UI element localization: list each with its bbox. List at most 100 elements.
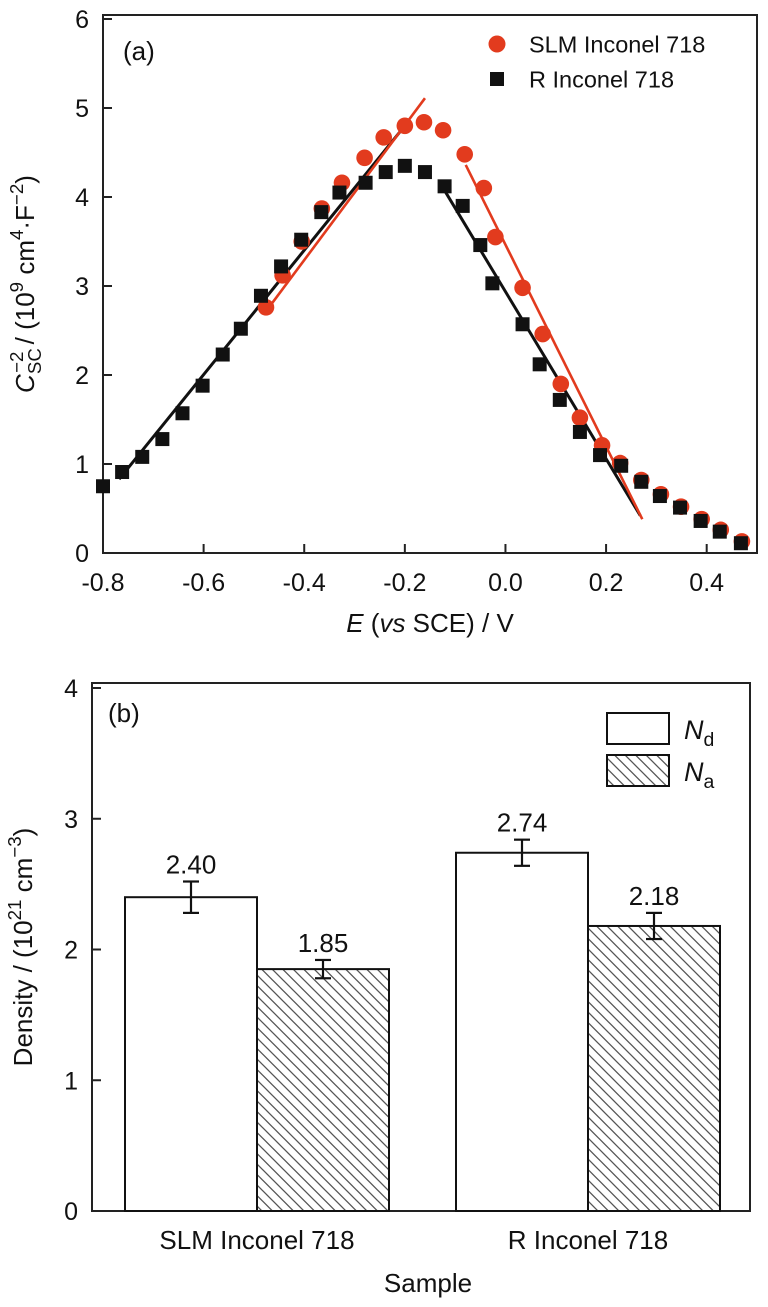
value-labels: 2.40 2.74 1.85 2.18 xyxy=(166,808,680,958)
data-point-circle xyxy=(514,279,531,297)
y-tick-label: 1 xyxy=(64,1067,78,1095)
data-point-square xyxy=(397,158,412,173)
y-axis: 0 1 2 3 4 xyxy=(64,675,101,1226)
plot-border xyxy=(102,14,758,554)
category-label: SLM Inconel 718 xyxy=(159,1225,354,1255)
legend: Nd Na xyxy=(606,712,715,793)
legend-marker-circle xyxy=(488,35,506,53)
data-point-circle xyxy=(475,179,493,197)
x-axis-title: Sample xyxy=(384,1268,472,1298)
y-tick-label: 2 xyxy=(64,937,78,965)
data-point-square xyxy=(417,165,432,180)
bar-value-label: 1.85 xyxy=(298,928,349,958)
y-tick-label: 3 xyxy=(75,273,89,301)
data-point-square xyxy=(314,205,329,220)
x-tick-label: 0.4 xyxy=(689,569,724,597)
data-point-square xyxy=(552,392,567,407)
data-point-square xyxy=(195,378,210,393)
y-tick-label: 1 xyxy=(75,451,89,479)
series-slm-inconel-718 xyxy=(257,113,751,550)
data-point-square xyxy=(253,288,268,303)
fit-line xyxy=(440,185,642,517)
data-point-square xyxy=(332,185,347,200)
y-tick-label: 3 xyxy=(64,806,78,834)
data-point-circle xyxy=(434,121,452,139)
fit-lines xyxy=(117,97,644,520)
legend-swatch xyxy=(606,712,670,745)
fit-line xyxy=(263,97,427,314)
data-point-square xyxy=(532,357,547,372)
data-point-square xyxy=(215,347,230,362)
panel-label-a: (a) xyxy=(123,36,155,66)
panel-a-mott-schottky-chart: -0.8 -0.6 -0.4 -0.2 0.0 0.2 0.4 0 1 2 3 4 5 6 SLM Inco… xyxy=(6,6,758,638)
y-tick-label: 4 xyxy=(64,675,78,703)
x-tick-label: 0.0 xyxy=(488,569,523,597)
data-point-square xyxy=(175,406,190,421)
data-point-square xyxy=(673,500,688,515)
series-r-inconel-718 xyxy=(96,158,748,551)
data-point-square xyxy=(135,449,150,464)
data-point-square xyxy=(294,232,309,247)
data-point-circle xyxy=(356,149,373,167)
x-axis-title: E (vs SCE) / V xyxy=(346,608,514,638)
data-point-circle xyxy=(534,325,551,343)
legend-marker-square xyxy=(490,72,504,86)
x-tick-label: -0.2 xyxy=(383,569,426,597)
data-point-square xyxy=(473,238,488,253)
y-tick-label: 2 xyxy=(75,362,89,390)
category-label: R Inconel 718 xyxy=(508,1225,668,1255)
data-point-square xyxy=(358,175,373,190)
y-tick-label: 5 xyxy=(75,95,89,123)
panel-label-b: (b) xyxy=(108,698,140,728)
data-point-square xyxy=(593,448,608,463)
data-point-square xyxy=(437,179,452,194)
x-tick-label: -0.4 xyxy=(283,569,326,597)
y-axis: 0 1 2 3 4 5 6 xyxy=(75,6,112,568)
legend-label: Na xyxy=(684,757,715,793)
data-point-circle xyxy=(257,299,275,316)
legend-swatch xyxy=(606,754,670,787)
y-tick-label: 0 xyxy=(64,1198,78,1226)
bar-value-label: 2.18 xyxy=(629,881,680,911)
data-point-circle xyxy=(571,409,589,427)
data-point-square xyxy=(515,317,530,332)
data-point-square xyxy=(712,524,727,539)
error-bars xyxy=(183,838,662,980)
data-point-square xyxy=(614,458,629,473)
legend-label: SLM Inconel 718 xyxy=(529,32,705,58)
data-point-square xyxy=(693,513,708,528)
data-point-circle xyxy=(396,117,414,135)
y-tick-label: 4 xyxy=(75,184,89,212)
x-axis: -0.8 -0.6 -0.4 -0.2 0.0 0.2 0.4 xyxy=(81,544,724,597)
x-tick-label: -0.8 xyxy=(81,569,124,597)
data-point-circle xyxy=(552,375,570,393)
x-tick-label: 0.2 xyxy=(589,569,624,597)
legend: SLM Inconel 718 R Inconel 718 xyxy=(488,32,705,93)
category-labels: SLM Inconel 718 R Inconel 718 xyxy=(159,1225,668,1255)
panel-b-density-bar-chart: 0 1 2 3 4 2.40 2.74 1.85 2.18 SLM Inconel 718 R In… xyxy=(4,675,751,1298)
bar-nd-0 xyxy=(124,896,258,1212)
data-point-circle xyxy=(375,129,393,146)
y-tick-label: 6 xyxy=(75,6,89,34)
data-point-circle xyxy=(487,228,504,246)
data-point-square xyxy=(733,536,748,551)
data-point-circle xyxy=(415,113,433,131)
bars xyxy=(124,851,721,1212)
y-tick-label: 0 xyxy=(75,540,89,568)
bar-na-0 xyxy=(256,968,390,1212)
data-point-square xyxy=(233,321,248,336)
data-point-square xyxy=(155,432,170,447)
data-point-circle xyxy=(456,145,474,163)
bar-nd-1 xyxy=(455,851,589,1212)
data-point-square xyxy=(115,465,130,480)
legend-label: R Inconel 718 xyxy=(529,67,674,93)
y-axis-title: Density / (1021 cm−3) xyxy=(4,828,38,1067)
bar-value-label: 2.40 xyxy=(166,850,217,880)
x-tick-label: -0.6 xyxy=(182,569,225,597)
legend-label: Nd xyxy=(684,715,714,751)
data-point-square xyxy=(572,424,587,439)
data-point-square xyxy=(634,474,649,489)
data-point-square xyxy=(274,259,289,274)
plot-border xyxy=(91,682,751,1212)
